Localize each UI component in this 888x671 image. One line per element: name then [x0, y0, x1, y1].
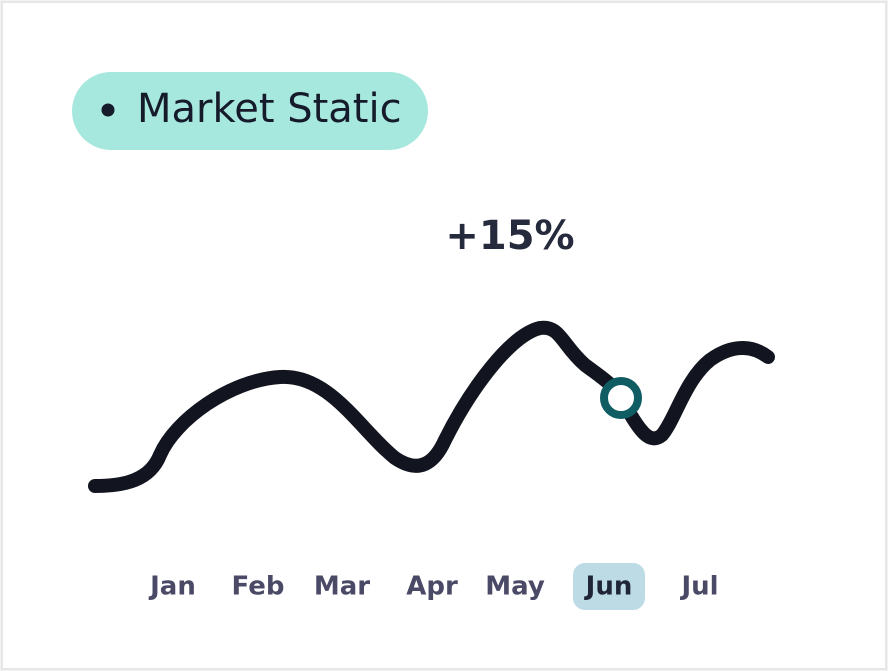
badge [72, 72, 428, 150]
month-label[interactable]: Jan [148, 572, 196, 602]
month-label[interactable]: Jul [679, 572, 718, 602]
trend-line [88, 320, 775, 493]
change-label: +15% [445, 213, 574, 259]
current-marker [600, 377, 642, 419]
month-axis: Jan Feb Mar Apr May Jun Jul [148, 563, 719, 610]
badge-dot [101, 103, 115, 117]
month-label[interactable]: Feb [232, 572, 285, 602]
month-label[interactable]: Apr [406, 572, 458, 602]
month-label[interactable]: Mar [314, 572, 370, 602]
month-highlight[interactable] [573, 563, 645, 610]
month-label[interactable]: May [485, 572, 545, 602]
month-label[interactable]: Jun [584, 572, 633, 602]
badge-label: Market Static [137, 86, 402, 132]
